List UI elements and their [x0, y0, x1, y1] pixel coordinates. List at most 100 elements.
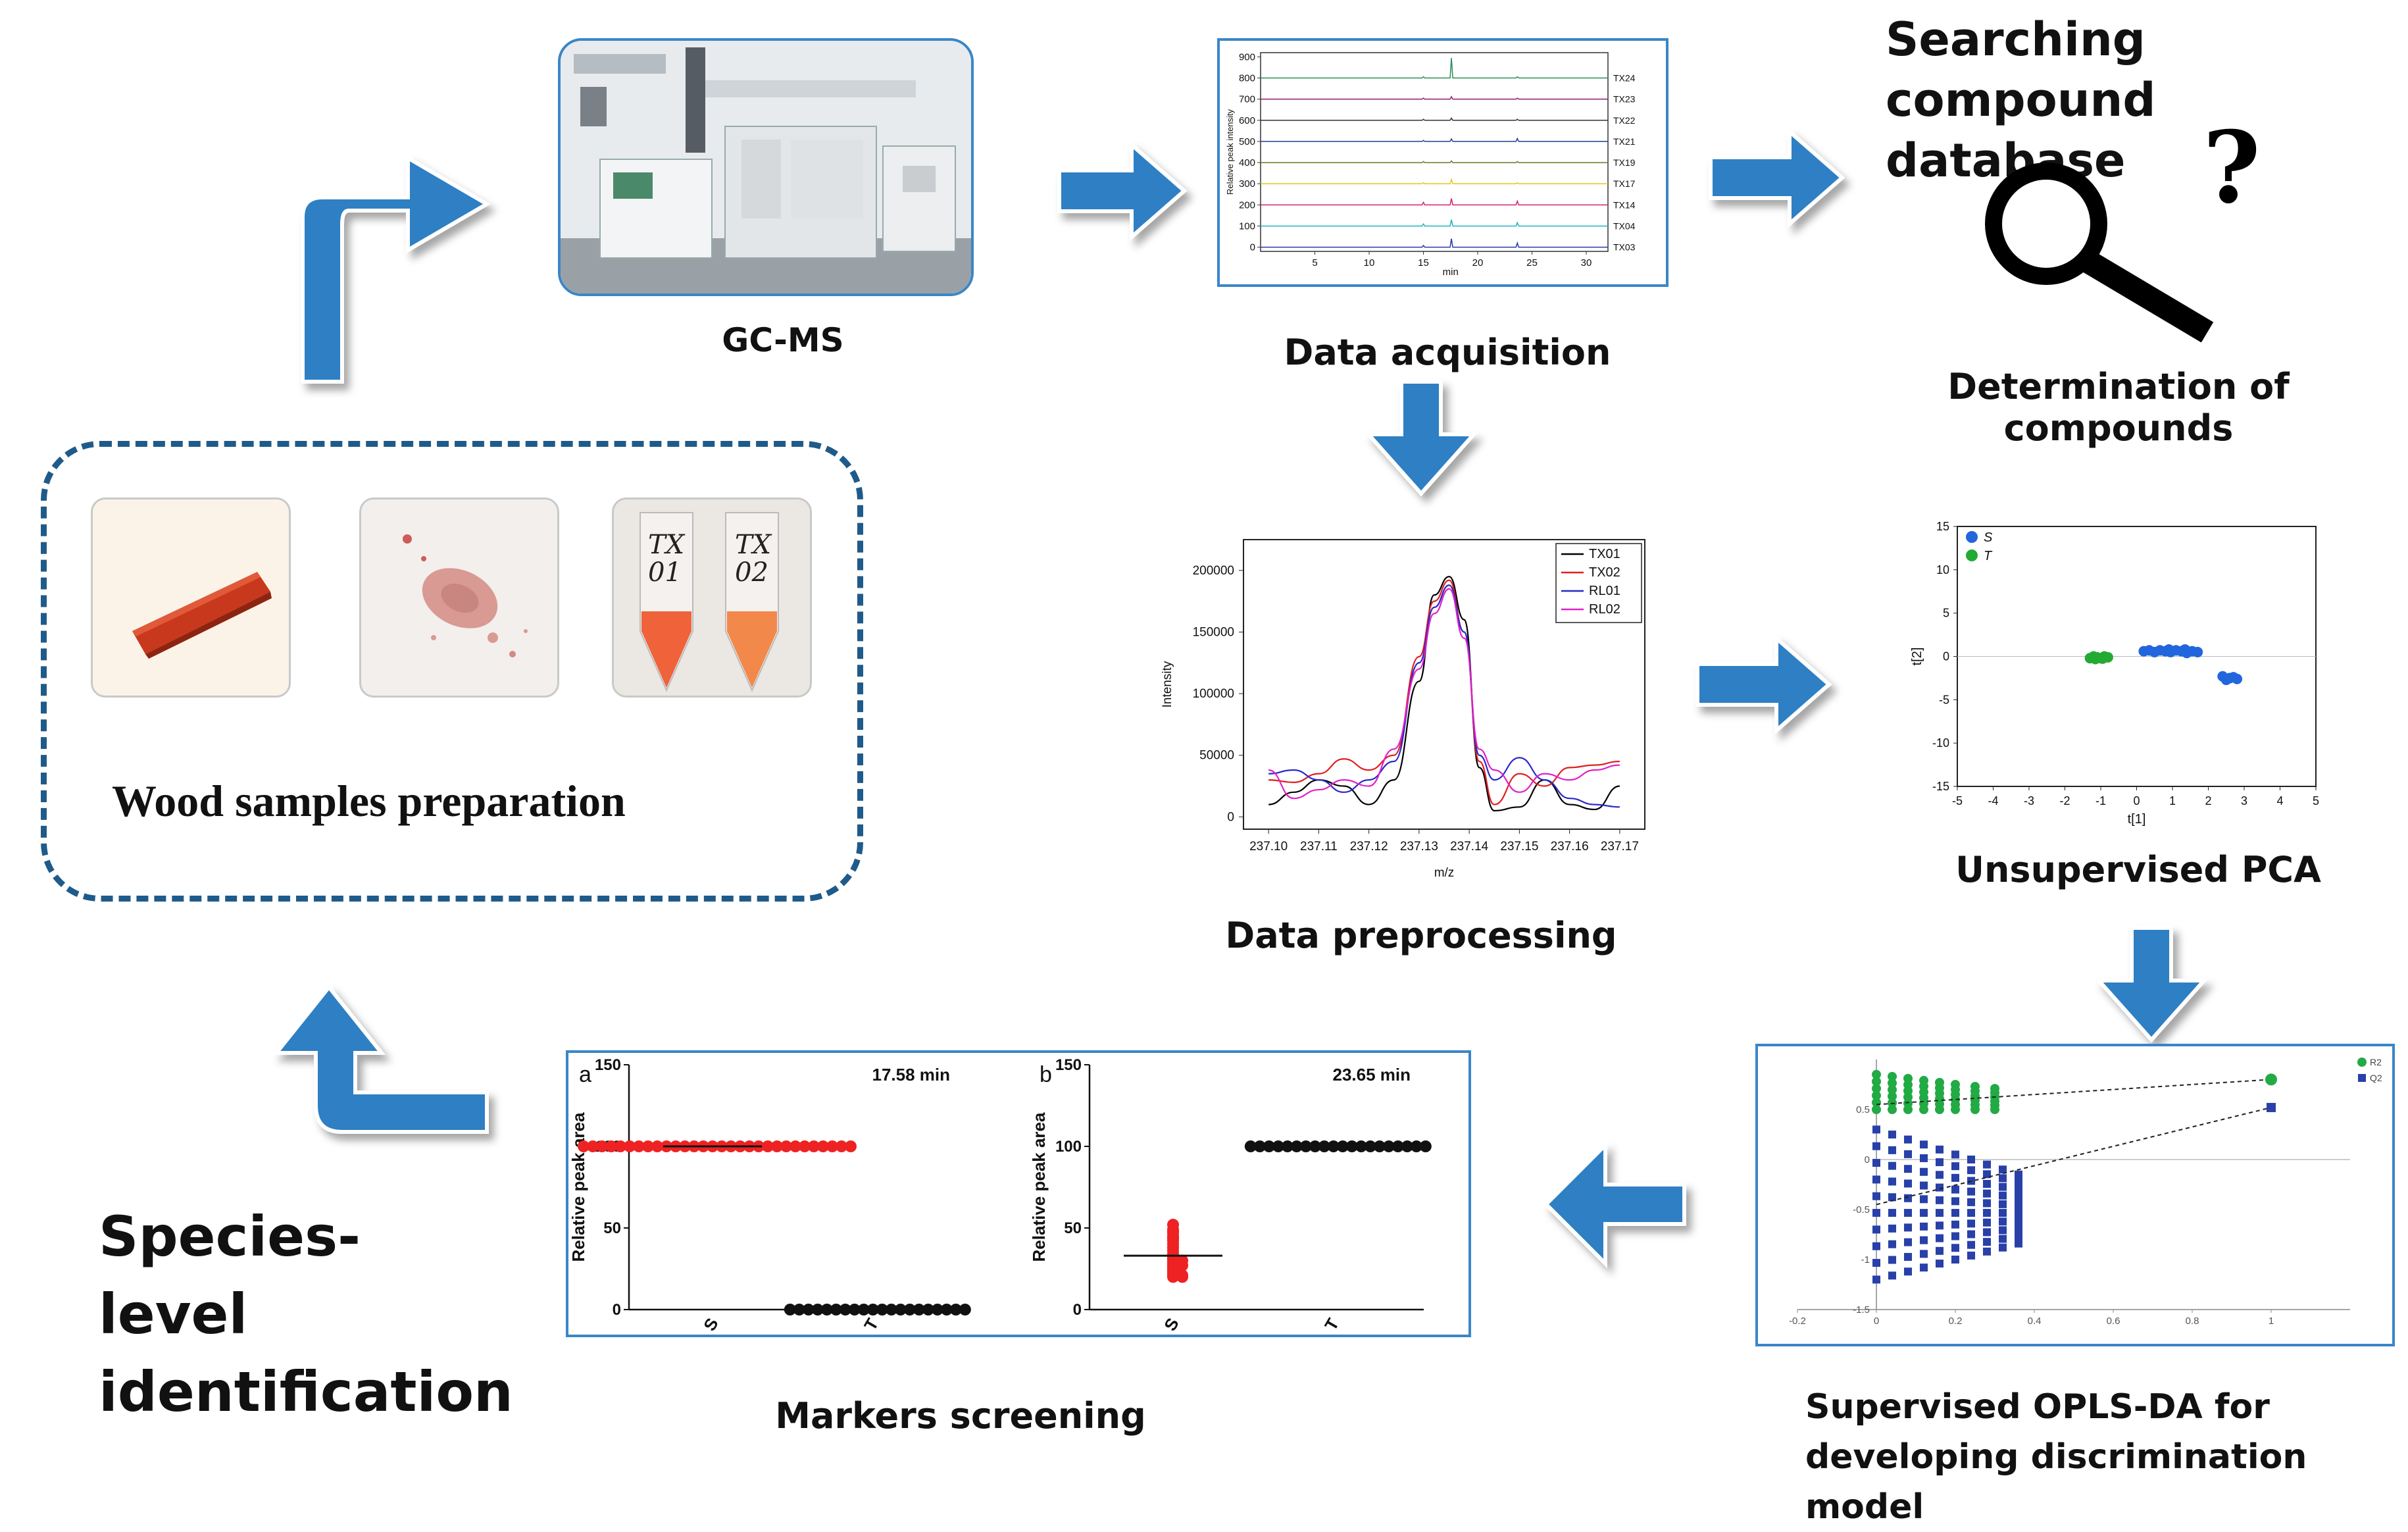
permuted-q2: [1936, 1158, 1944, 1167]
x-tick-label: 0: [2133, 794, 2140, 807]
permuted-q2: [1967, 1219, 1975, 1228]
data-point-s: [1176, 1271, 1188, 1283]
y-axis-label: t[2]: [1910, 648, 1924, 666]
permuted-q2: [1920, 1154, 1928, 1162]
data-point-s: [845, 1140, 857, 1152]
permuted-q2: [1920, 1195, 1928, 1204]
permuted-r2: [1872, 1084, 1881, 1094]
x-tick-label: 30: [1581, 257, 1592, 268]
original-r2: [2265, 1073, 2277, 1086]
markers-screening-label: Markers screening: [775, 1395, 1146, 1437]
permuted-q2: [1872, 1175, 1880, 1184]
data-point-t: [1272, 1140, 1284, 1152]
permuted-q2: [1951, 1150, 1959, 1159]
permuted-q2: [1999, 1226, 2007, 1235]
permuted-q2: [1936, 1246, 1944, 1255]
data-point-s: [771, 1140, 783, 1152]
data-point-t: [802, 1304, 815, 1315]
permuted-q2: [1999, 1174, 2007, 1183]
data-point-s: [596, 1140, 608, 1152]
y-tick-label: 5: [1943, 607, 1949, 620]
permuted-q2: [1872, 1159, 1880, 1167]
data-point-s: [1176, 1260, 1188, 1272]
permuted-q2: [1967, 1240, 1975, 1249]
series-rl02: [1268, 588, 1620, 800]
x-tick-label: 10: [1364, 257, 1375, 268]
y-tick-label: 50: [1064, 1219, 1082, 1237]
permuted-q2: [1983, 1247, 1991, 1256]
x-tick-label: 5: [2313, 794, 2319, 807]
y-tick-label: -1: [1861, 1254, 1870, 1265]
data-point-s: [1167, 1271, 1179, 1283]
data-point-s: [836, 1140, 847, 1152]
permuted-q2: [1936, 1221, 1944, 1230]
permuted-q2: [1872, 1225, 1880, 1234]
y-axis-label: Relative peak area: [1029, 1112, 1049, 1262]
permuted-q2: [1904, 1194, 1912, 1202]
permuted-q2: [1999, 1165, 2007, 1174]
permuted-q2: [1888, 1256, 1896, 1264]
legend-label: S: [1984, 530, 1993, 545]
x-tick-label: 237.10: [1249, 840, 1288, 854]
data-acquisition-panel: 0 100 200 300 400 500 600 700 800 900 5 10 15 20 25 30 m…: [1217, 38, 1668, 287]
permuted-q2: [1904, 1179, 1912, 1188]
permuted-q2: [1936, 1209, 1944, 1217]
x-tick-label: 1: [2269, 1315, 2274, 1327]
data-point-t: [1392, 1140, 1404, 1152]
permuted-q2: [1904, 1267, 1912, 1276]
permuted-q2: [2015, 1178, 2022, 1187]
permuted-q2: [1951, 1173, 1959, 1182]
permuted-q2: [1920, 1181, 1928, 1190]
data-point-t: [1263, 1140, 1275, 1152]
panel-title: 17.58 min: [872, 1065, 950, 1085]
data-acquisition-label: Data acquisition: [1284, 332, 1611, 373]
panel-title: 23.65 min: [1332, 1065, 1411, 1085]
permuted-q2: [2015, 1239, 2022, 1248]
series-tx02: [1268, 579, 1620, 805]
permuted-q2: [1888, 1131, 1896, 1138]
data-point-t: [1410, 1140, 1422, 1152]
trace-tx24: [1261, 57, 1608, 79]
arrow-to-pca: [1695, 634, 1832, 735]
permuted-q2: [1920, 1209, 1928, 1217]
data-point-t: [940, 1304, 953, 1315]
y-tick-label: 0: [1943, 650, 1949, 663]
y-tick-label: -5: [1939, 693, 1949, 706]
data-point-s: [799, 1140, 811, 1152]
x-tick-label: 237.12: [1350, 840, 1388, 854]
permuted-q2: [2015, 1224, 2022, 1233]
data-point-t: [959, 1304, 971, 1315]
permuted-q2: [1999, 1235, 2007, 1243]
data-point-s: [762, 1140, 774, 1152]
permuted-r2: [1888, 1078, 1897, 1088]
point-s: [2228, 672, 2239, 683]
y-tick-label: 100: [1239, 220, 1255, 232]
permuted-q2: [1983, 1170, 1991, 1179]
permuted-q2: [1951, 1209, 1959, 1217]
data-point-s: [624, 1140, 636, 1152]
data-point-t: [949, 1304, 962, 1315]
permuted-q2: [1983, 1228, 1991, 1237]
y-tick-label: 15: [1936, 520, 1949, 533]
legend-label: RL01: [1589, 584, 1620, 598]
permuted-q2: [1936, 1145, 1944, 1154]
panel-letter: b: [1040, 1062, 1052, 1087]
unsupervised-pca-label: Unsupervised PCA: [1955, 849, 2321, 890]
permuted-q2: [2015, 1186, 2022, 1194]
permuted-q2: [1951, 1244, 1959, 1252]
x-tick-label: -1: [2095, 794, 2106, 807]
x-tick-label: 237.14: [1450, 840, 1489, 854]
y-axis-label: Relative peak intensity: [1225, 109, 1235, 195]
permuted-q2: [1888, 1209, 1896, 1217]
permuted-q2: [1999, 1217, 2007, 1226]
legend-label: TX02: [1589, 565, 1620, 580]
data-point-t: [931, 1304, 943, 1315]
y-tick-label: 100000: [1193, 687, 1234, 701]
legend-swatch: [2358, 1074, 2366, 1082]
arrow-to-gcms: [301, 154, 491, 384]
legend-label: Q2: [2370, 1073, 2382, 1083]
x-tick-label: 2: [2205, 794, 2211, 807]
permuted-q2: [1983, 1218, 1991, 1227]
